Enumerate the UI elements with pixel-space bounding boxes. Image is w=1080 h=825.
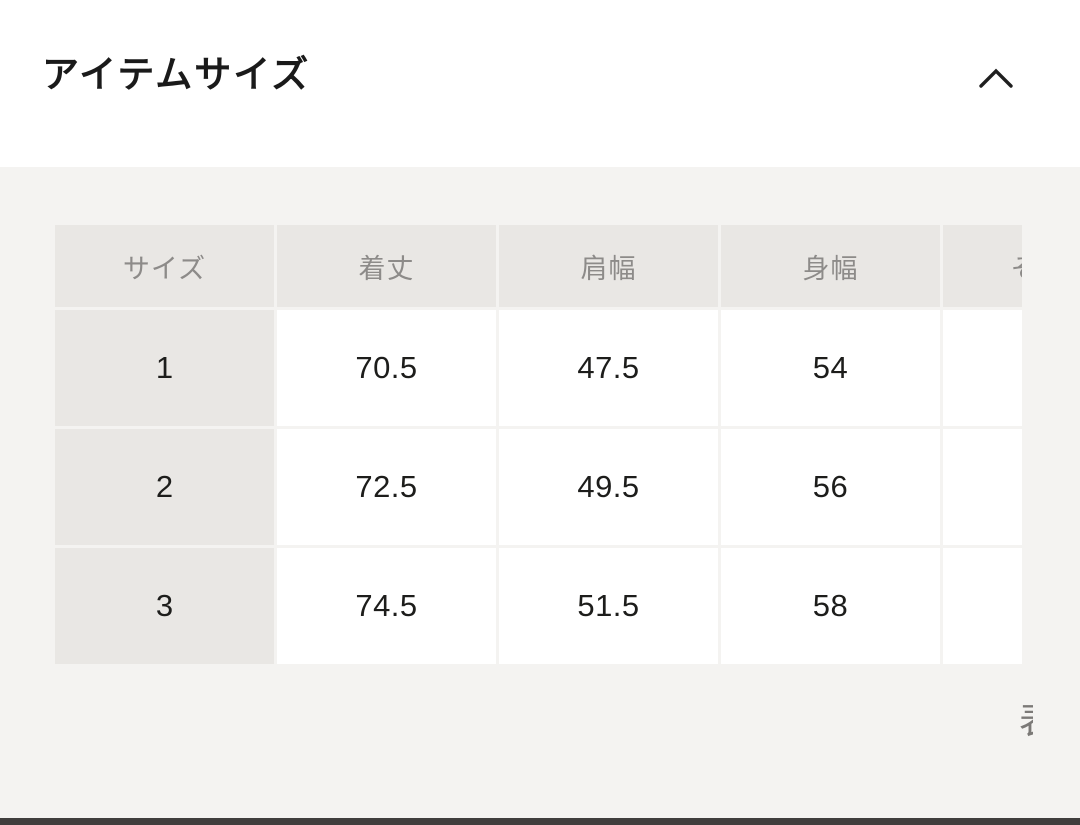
table-cell-clipped bbox=[943, 310, 1022, 426]
size-table-scroll-area[interactable]: サイズ 着丈 肩幅 身幅 そで丈 1 70.5 47.5 54 2 72.5 4… bbox=[55, 225, 1022, 667]
item-size-section-header: アイテムサイズ bbox=[0, 0, 1080, 167]
table-cell: 58 bbox=[721, 548, 940, 664]
bottom-bar-edge bbox=[0, 818, 1080, 825]
table-cell: 49.5 bbox=[499, 429, 718, 545]
section-title: アイテムサイズ bbox=[42, 54, 311, 95]
column-header-body-width: 身幅 bbox=[721, 225, 940, 307]
row-header-size-1: 1 bbox=[55, 310, 274, 426]
table-cell: 56 bbox=[721, 429, 940, 545]
table-cell: 72.5 bbox=[277, 429, 496, 545]
chevron-up-icon bbox=[979, 68, 1013, 88]
collapse-section-button[interactable] bbox=[965, 55, 1027, 101]
size-table: サイズ 着丈 肩幅 身幅 そで丈 1 70.5 47.5 54 2 72.5 4… bbox=[55, 225, 1022, 664]
table-cell: 54 bbox=[721, 310, 940, 426]
table-cell: 47.5 bbox=[499, 310, 718, 426]
column-header-length: 着丈 bbox=[277, 225, 496, 307]
table-cell-clipped bbox=[943, 429, 1022, 545]
item-size-panel: サイズ 着丈 肩幅 身幅 そで丈 1 70.5 47.5 54 2 72.5 4… bbox=[0, 167, 1080, 825]
column-header-size: サイズ bbox=[55, 225, 274, 307]
column-header-shoulder-width: 肩幅 bbox=[499, 225, 718, 307]
row-header-size-2: 2 bbox=[55, 429, 274, 545]
table-cell-clipped bbox=[943, 548, 1022, 664]
column-header-sleeve-length: そで丈 bbox=[943, 225, 1022, 307]
row-header-size-3: 3 bbox=[55, 548, 274, 664]
table-cell: 51.5 bbox=[499, 548, 718, 664]
table-cell: 70.5 bbox=[277, 310, 496, 426]
table-cell: 74.5 bbox=[277, 548, 496, 664]
clipped-text-fragment: 表 bbox=[1019, 700, 1033, 742]
